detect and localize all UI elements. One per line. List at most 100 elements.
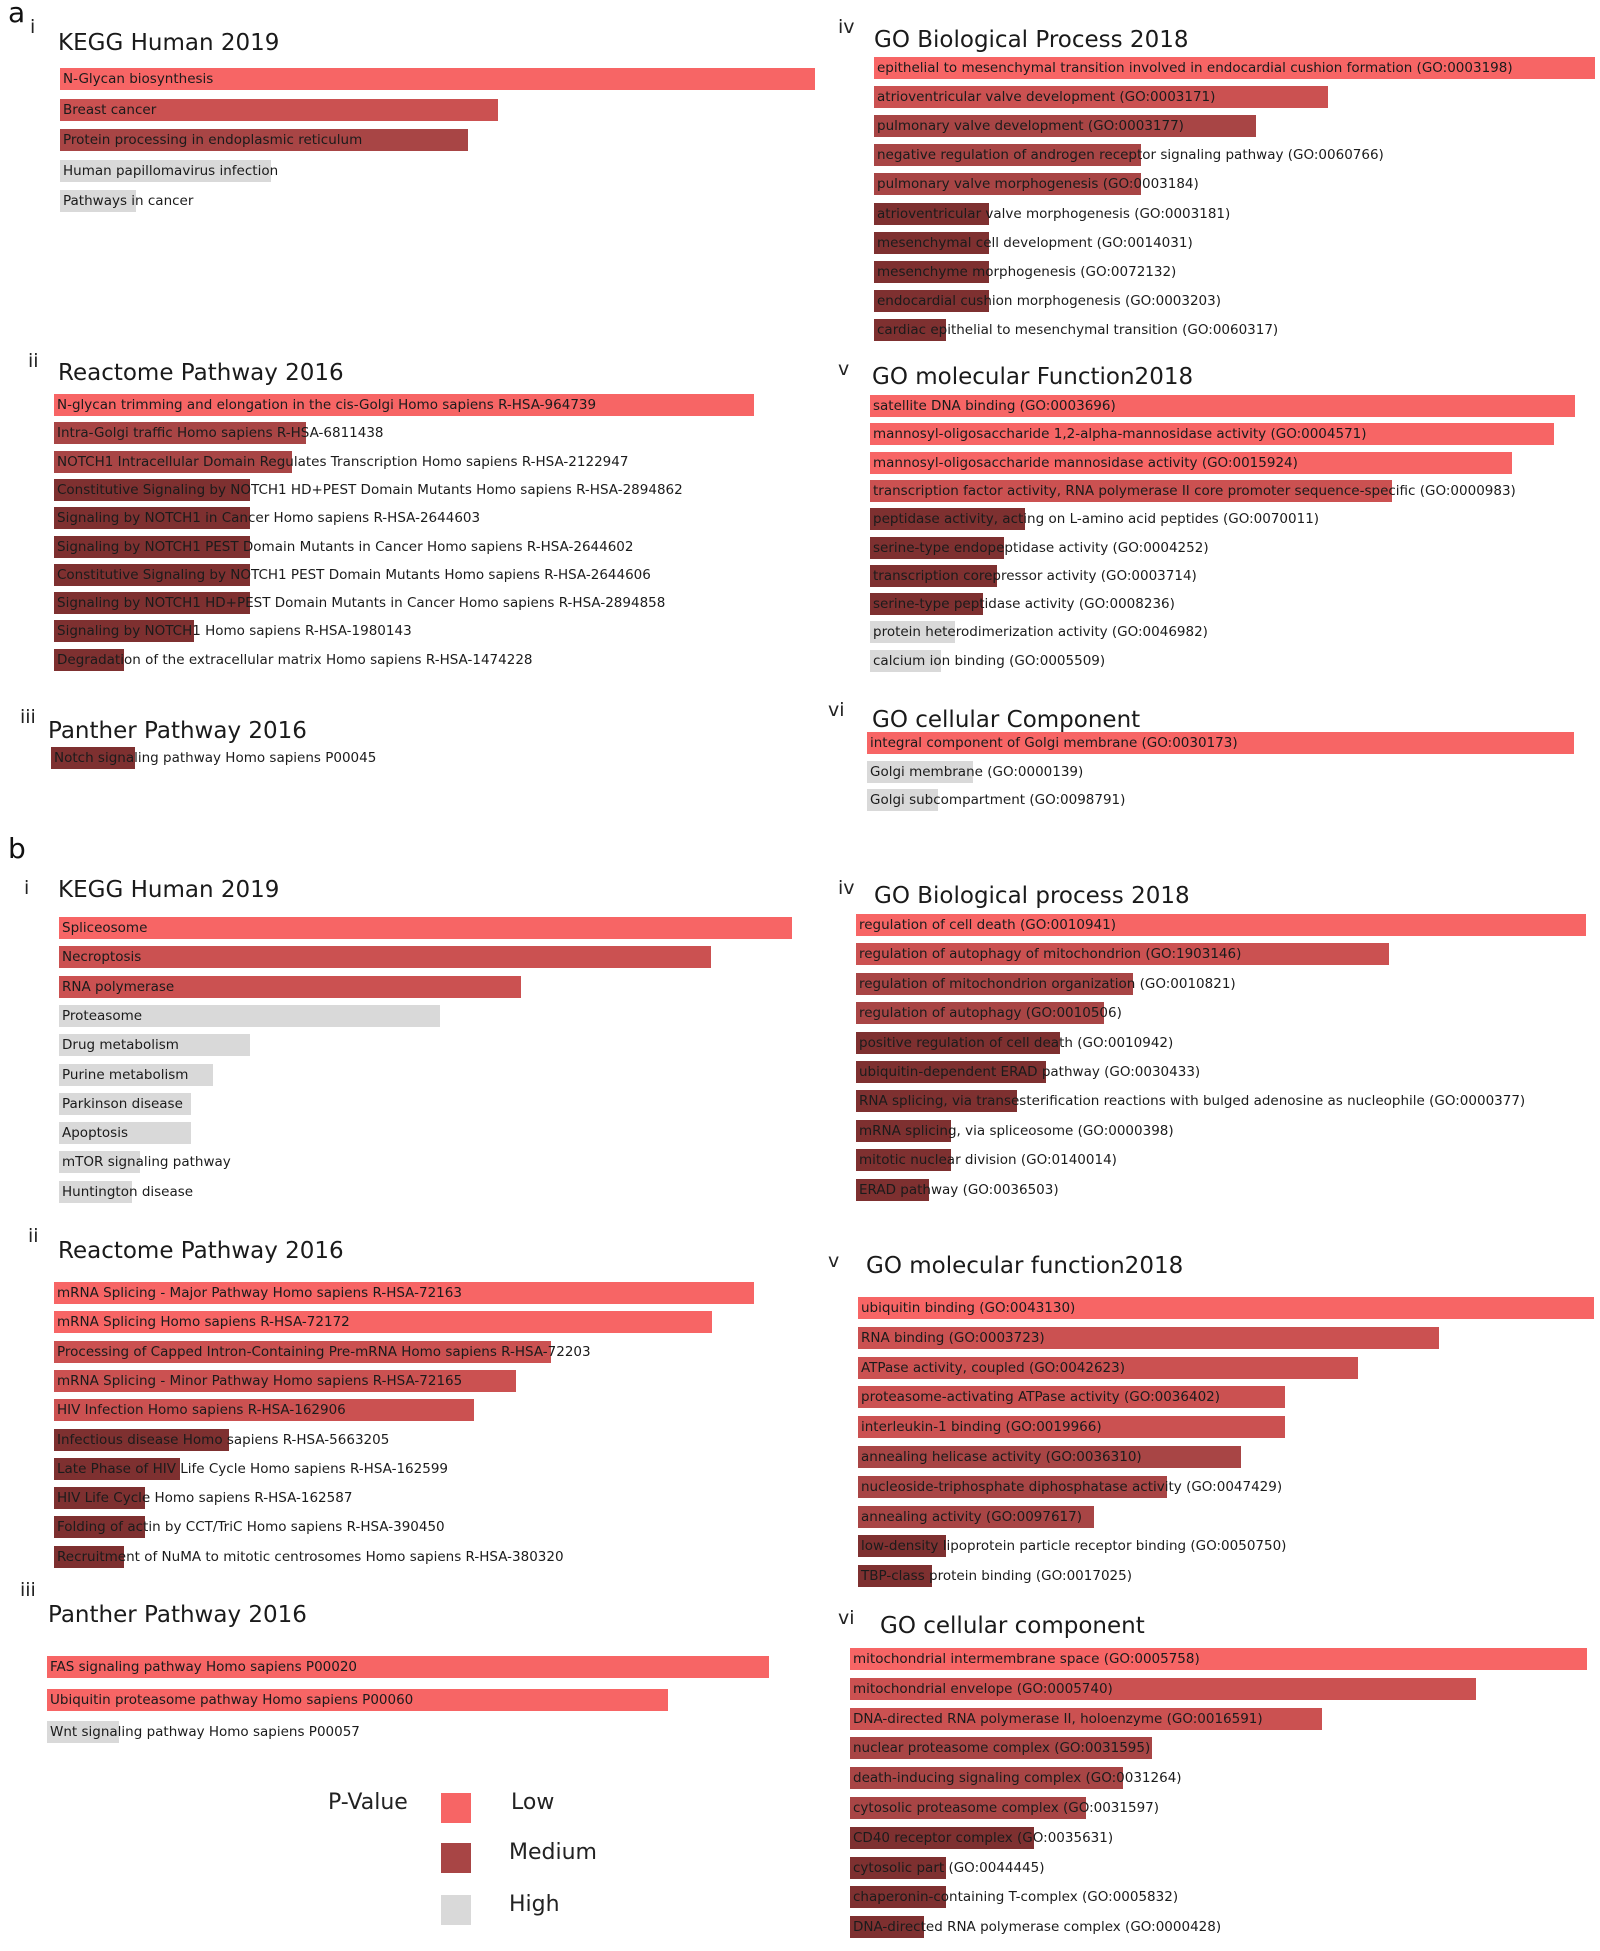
bar (54, 1282, 754, 1304)
bar (850, 1857, 946, 1879)
bar (850, 1648, 1587, 1670)
bar-label: integral component of Golgi membrane (GO… (870, 735, 1238, 751)
panel-numeral: iv (838, 877, 855, 899)
bar-label: RNA polymerase (62, 979, 175, 995)
bar (850, 1678, 1476, 1700)
bar-label: Huntington disease (62, 1184, 194, 1200)
bar (60, 129, 468, 151)
bar (856, 1120, 951, 1142)
chart-title: Panther Pathway 2016 (48, 718, 307, 744)
bar (54, 507, 250, 529)
bar (874, 290, 989, 312)
bar-label: mitochondrial envelope (GO:0005740) (853, 1681, 1113, 1697)
bar (856, 1061, 1046, 1083)
bar (870, 480, 1392, 502)
bar-label: Late Phase of HIV Life Cycle Homo sapien… (57, 1461, 448, 1477)
bar (54, 1311, 712, 1333)
bar-label: Wnt signaling pathway Homo sapiens P0005… (50, 1724, 360, 1740)
bar-label: serine-type endopeptidase activity (GO:0… (873, 540, 1209, 556)
bar-label: Signaling by NOTCH1 PEST Domain Mutants … (57, 539, 634, 555)
bar (59, 1181, 132, 1203)
bar-label: mRNA Splicing - Major Pathway Homo sapie… (57, 1285, 462, 1301)
bar (54, 1429, 229, 1451)
bar (874, 115, 1256, 137)
panel-numeral: v (828, 1250, 840, 1272)
bar-label: atrioventricular valve development (GO:0… (877, 89, 1216, 105)
bar (870, 537, 1004, 559)
bar (867, 732, 1574, 754)
chart-title: Panther Pathway 2016 (48, 1602, 307, 1628)
bar (54, 649, 124, 671)
legend-label-low: Low (511, 1790, 555, 1815)
bar (54, 564, 250, 586)
legend-label-high: High (509, 1892, 560, 1917)
bar (856, 1149, 951, 1171)
panel-numeral: iii (20, 706, 36, 728)
bar-label: Golgi membrane (GO:0000139) (870, 764, 1084, 780)
bar (874, 173, 1141, 195)
bar (47, 1721, 119, 1743)
chart-title: GO cellular component (880, 1613, 1145, 1639)
bar (850, 1737, 1152, 1759)
legend-swatch-high (441, 1895, 471, 1925)
bar-label: Infectious disease Homo sapiens R-HSA-56… (57, 1432, 390, 1448)
bar (850, 1827, 1034, 1849)
bar-label: calcium ion binding (GO:0005509) (873, 653, 1106, 669)
bar-label: Pathways in cancer (63, 193, 194, 209)
bar-label: Signaling by NOTCH1 HD+PEST Domain Mutan… (57, 595, 666, 611)
legend-swatch-medium (441, 1843, 471, 1873)
bar (856, 943, 1389, 965)
bar (850, 1708, 1322, 1730)
bar (54, 479, 250, 501)
bar-label: mRNA Splicing Homo sapiens R-HSA-72172 (57, 1314, 350, 1330)
bar (858, 1565, 932, 1587)
bar (870, 650, 941, 672)
bar-label: mRNA splicing, via spliceosome (GO:00003… (859, 1123, 1174, 1139)
bar (856, 1090, 1017, 1112)
bar-label: N-glycan trimming and elongation in the … (57, 397, 597, 413)
bar-label: Folding of actin by CCT/TriC Homo sapien… (57, 1519, 445, 1535)
bar (870, 423, 1554, 445)
bar (59, 1034, 250, 1056)
bar (59, 1005, 440, 1027)
bar-label: mRNA Splicing - Minor Pathway Homo sapie… (57, 1373, 463, 1389)
bar (54, 620, 194, 642)
chart-title: GO Biological process 2018 (874, 883, 1190, 909)
bar (54, 422, 306, 444)
bar-label: interleukin-1 binding (GO:0019966) (861, 1419, 1102, 1435)
panel-numeral: ii (28, 1225, 39, 1247)
bar (54, 1458, 180, 1480)
legend-title: P-Value (328, 1790, 408, 1815)
bar-label: Golgi subcompartment (GO:0098791) (870, 792, 1126, 808)
bar (858, 1416, 1285, 1438)
bar (870, 395, 1575, 417)
bar-label: ubiquitin-dependent ERAD pathway (GO:003… (859, 1064, 1201, 1080)
bar-label: peptidase activity, acting on L-amino ac… (873, 511, 1320, 527)
panel-numeral: i (24, 877, 30, 899)
bar (856, 1002, 1104, 1024)
panel-numeral: v (838, 358, 850, 380)
bar-label: N-Glycan biosynthesis (63, 71, 214, 87)
bar (59, 1122, 191, 1144)
bar (870, 508, 1025, 530)
bar (874, 319, 946, 341)
bar (60, 190, 136, 212)
bar (858, 1357, 1358, 1379)
bar-label: positive regulation of cell death (GO:00… (859, 1035, 1174, 1051)
bar-label: Ubiquitin proteasome pathway Homo sapien… (50, 1692, 414, 1708)
bar-label: serine-type peptidase activity (GO:00082… (873, 596, 1175, 612)
panel-numeral: vi (838, 1607, 855, 1629)
bar (54, 394, 754, 416)
bar-label: mitochondrial intermembrane space (GO:00… (853, 1651, 1200, 1667)
bar (867, 761, 973, 783)
bar (51, 747, 135, 769)
bar (54, 1341, 551, 1363)
bar (59, 976, 521, 998)
bar (54, 536, 250, 558)
bar (54, 1546, 124, 1568)
bar (870, 593, 983, 615)
panel-numeral: i (30, 16, 36, 38)
bar-label: regulation of autophagy (GO:0010506) (859, 1005, 1122, 1021)
bar-label: Proteasome (62, 1008, 143, 1024)
bar (54, 1399, 474, 1421)
